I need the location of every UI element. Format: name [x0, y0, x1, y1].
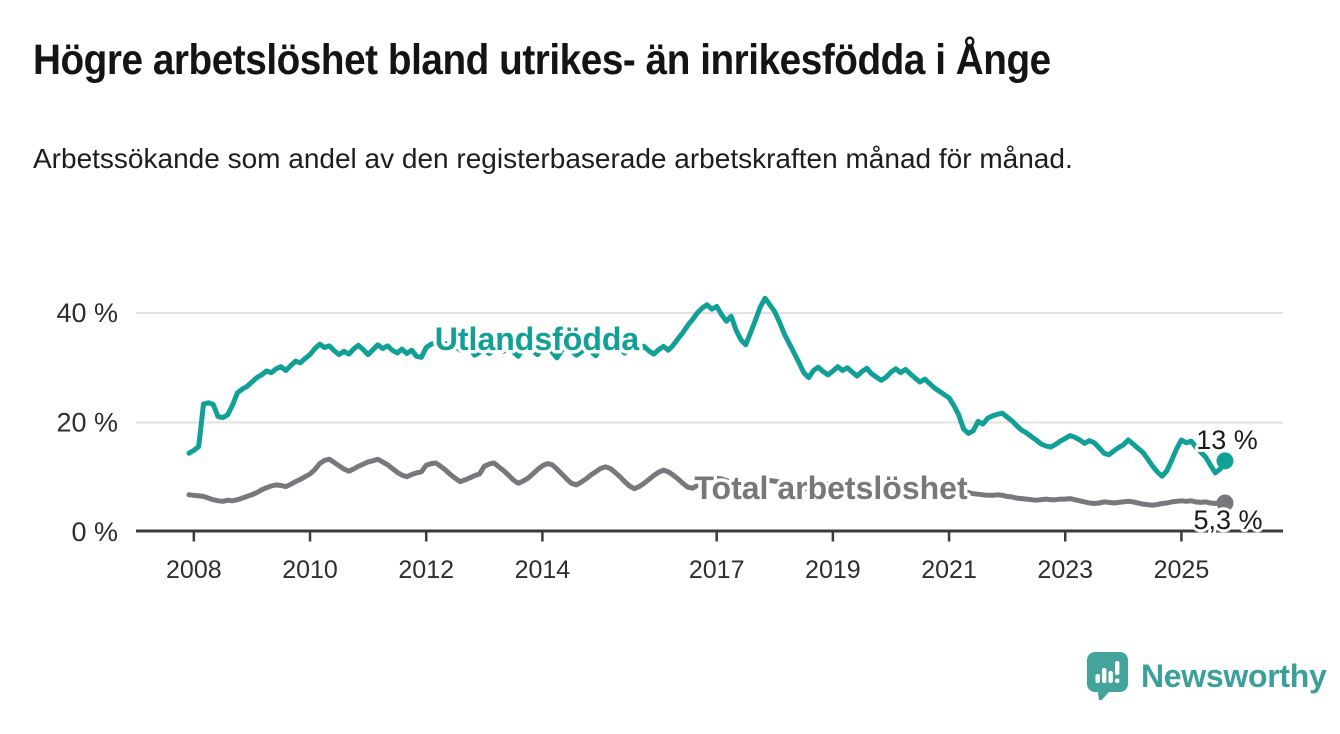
series-end-dot [1216, 494, 1234, 512]
x-axis-tick-label: 2017 [689, 556, 745, 584]
y-axis-tick-label: 20 % [56, 408, 118, 438]
x-axis-tick-label: 2025 [1154, 556, 1210, 584]
x-axis-tick-label: 2019 [805, 556, 861, 584]
x-axis-tick-label: 2014 [515, 556, 571, 584]
series-line [186, 295, 1228, 479]
x-axis-tick-label: 2010 [282, 556, 338, 584]
series-label: Utlandsfödda [435, 321, 640, 357]
series-lines [186, 295, 1234, 512]
page-title: Högre arbetslöshet bland utrikes- än inr… [33, 36, 1051, 84]
x-axis-tick-label: 2012 [398, 556, 454, 584]
y-axis-tick-label: 40 % [56, 298, 118, 328]
newsworthy-logo-icon [1087, 652, 1128, 700]
x-axis-tick-label: 2023 [1037, 556, 1093, 584]
series-line [186, 456, 1228, 508]
chart-labels: 0 % 20 % 40 % 2008 2010 2012 2014 2017 2019 2021 2… [56, 298, 1265, 584]
x-axis-tick-label: 2008 [166, 556, 222, 584]
series-label: Total arbetslöshet [694, 470, 968, 506]
page-subtitle: Arbetssökande som andel av den registerb… [33, 143, 1073, 174]
series-end-dot [1216, 452, 1234, 470]
newsworthy-logo-text: Newsworthy [1141, 657, 1327, 694]
series-end-value-label: 5,3 % [1193, 505, 1262, 535]
newsworthy-logo[interactable]: Newsworthy [1087, 652, 1327, 700]
x-axis-tick-label: 2021 [921, 556, 977, 584]
y-axis-tick-label: 0 % [71, 517, 118, 547]
x-axis [136, 529, 1283, 542]
series-end-value-label: 13 % [1196, 425, 1258, 455]
gridlines [136, 312, 1283, 424]
